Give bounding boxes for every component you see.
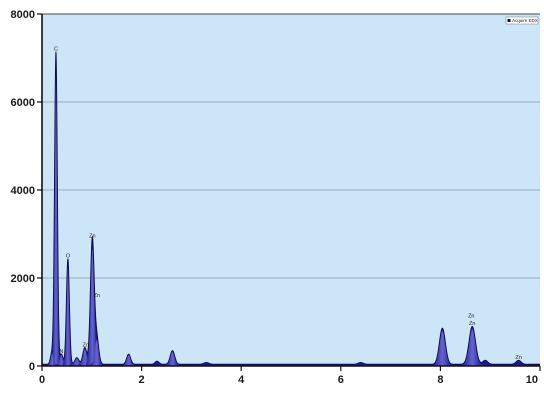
peak-annotation: Zn <box>89 234 95 240</box>
y-tick-label: 2000 <box>11 273 35 285</box>
spectrum-peak <box>90 339 104 366</box>
y-tick-label: 8000 <box>11 9 35 21</box>
legend-box <box>505 16 539 25</box>
spectrum-line <box>42 51 540 365</box>
spectrum-peak <box>165 351 180 366</box>
peak-annotation: C <box>54 47 58 53</box>
peak-annotation: O <box>66 253 71 259</box>
x-tick-label: 4 <box>238 374 245 386</box>
peak-annotation: Zn <box>515 355 521 361</box>
spectrum-peak <box>432 331 452 366</box>
spectrum-peak <box>461 329 483 366</box>
gridlines <box>42 101 540 279</box>
legend-entry: Acquire EDX <box>512 18 538 23</box>
axes: 0 2 4 6 8 10 0 2000 4000 6000 8000 <box>11 9 541 386</box>
x-tick-label: 0 <box>39 374 45 386</box>
x-tick-label: 2 <box>139 374 145 386</box>
peak-annotation: N <box>59 349 63 355</box>
peak-annotation: Zn <box>468 314 474 320</box>
legend-swatch <box>507 19 511 22</box>
x-tick-label: 6 <box>338 374 344 386</box>
peak-annotation: Zn <box>469 321 475 327</box>
spectrum-series <box>42 51 540 367</box>
spectrum-peak <box>122 354 136 366</box>
x-tick-label: 10 <box>526 374 538 386</box>
y-tick-label: 6000 <box>11 97 35 109</box>
spectrum-peak <box>47 353 57 366</box>
y-tick-label: 4000 <box>11 185 35 197</box>
peak-annotation: Zn <box>83 342 89 348</box>
y-tick-label: 0 <box>29 361 35 373</box>
legend: Acquire EDX <box>505 16 539 25</box>
peak-annotation: Zn <box>94 293 100 299</box>
x-tick-label: 8 <box>437 374 443 386</box>
